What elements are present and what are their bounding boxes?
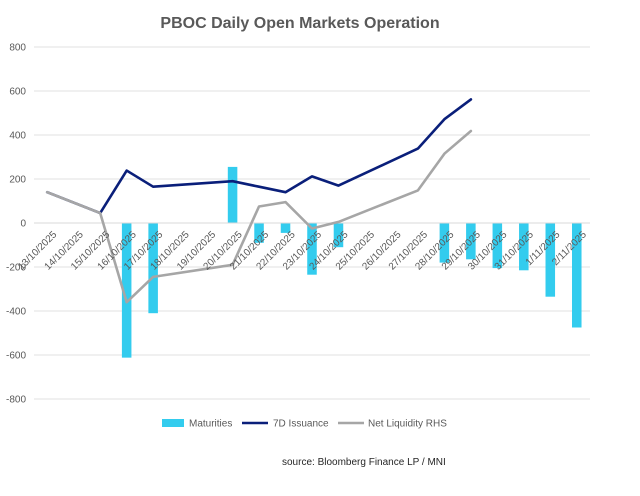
bar-maturities — [254, 223, 264, 243]
legend-label-net-liquidity-rhs: Net Liquidity RHS — [368, 419, 447, 430]
lines — [45, 98, 473, 304]
y-tick-label: 0 — [20, 219, 26, 230]
bar-maturities — [571, 223, 582, 328]
chart-title: PBOC Daily Open Markets Operation — [160, 15, 439, 32]
y-tick-label: 800 — [9, 43, 26, 54]
y-tick-label: 400 — [9, 131, 26, 142]
legend: Maturities 7D Issuance Net Liquidity RHS — [162, 419, 447, 430]
bar-maturities — [519, 223, 529, 271]
y-tick-label: 200 — [9, 175, 26, 186]
legend-swatch-maturities — [162, 419, 184, 427]
bar-maturities — [333, 223, 344, 248]
line-7d-issuance — [45, 98, 473, 215]
bar-maturities — [121, 223, 132, 358]
line-net-liquidity-rhs — [45, 129, 473, 304]
bar-maturities — [439, 223, 450, 263]
bar-maturities — [545, 223, 556, 297]
y-tick-label: -800 — [6, 395, 26, 406]
legend-label-maturities: Maturities — [189, 419, 232, 430]
bar-maturities — [227, 166, 238, 223]
y-tick-label: -200 — [6, 263, 26, 274]
source-note: source: Bloomberg Finance LP / MNI — [282, 457, 446, 468]
y-axis-ticks: -800 -600 -400 -200 0 200 400 600 800 — [6, 43, 26, 406]
bar-maturities — [148, 223, 158, 314]
bar-maturities — [280, 223, 291, 233]
legend-label-7d-issuance: 7D Issuance — [273, 419, 329, 430]
x-axis-ticks: 13/10/202514/10/202515/10/202516/10/2025… — [16, 229, 589, 272]
bars — [121, 166, 582, 358]
bar-maturities — [307, 223, 317, 275]
y-tick-label: -600 — [6, 351, 26, 362]
y-tick-label: 600 — [9, 87, 26, 98]
bar-maturities — [466, 223, 476, 260]
bar-maturities — [492, 223, 503, 269]
y-tick-label: -400 — [6, 307, 26, 318]
